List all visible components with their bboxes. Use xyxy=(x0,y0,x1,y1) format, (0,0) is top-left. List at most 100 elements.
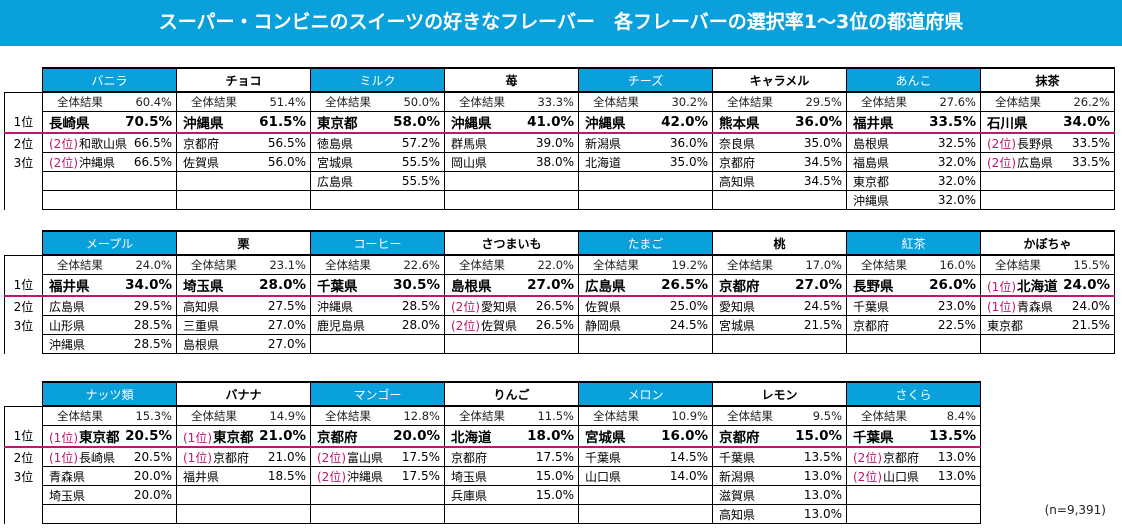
percentage-value: 25.0% xyxy=(669,299,708,313)
percentage-value: 33.5% xyxy=(1071,136,1110,150)
prefecture-name: 青森県 xyxy=(49,469,86,484)
percentage-value: 13.5% xyxy=(803,450,842,464)
prefecture-name: 山形県 xyxy=(49,318,86,333)
rank-label: 2位 xyxy=(4,296,43,316)
ranking-entry: 青森県 20.0% xyxy=(42,466,177,486)
percentage-value: 36.0% xyxy=(795,114,842,130)
ranking-entry: 長野県 26.0% xyxy=(846,274,981,297)
prefecture-name: 東京都 xyxy=(79,430,120,446)
empty-cell xyxy=(176,485,311,505)
flavor-header: 栗 xyxy=(176,230,311,256)
prefecture-name: 京都府 xyxy=(719,155,756,170)
overall-label: 全体結果 xyxy=(995,258,1041,272)
ranking-entry: 鹿児島県 28.0% xyxy=(310,315,445,335)
ranking-entry: 島根県 32.5% xyxy=(846,132,981,153)
ranking-entry: (1位)京都府 21.0% xyxy=(176,446,311,467)
tie-tag: (2位) xyxy=(853,469,882,484)
ranking-entry: 島根県 27.0% xyxy=(176,334,311,354)
prefecture-name: 京都府 xyxy=(719,430,760,446)
flavor-table-block: メープル栗コーヒー さつまいも たまご桃紅茶 かぼちゃ 全体結果 24.0% 全体結果 23.… xyxy=(4,230,1115,354)
flavor-header: たまご xyxy=(578,230,713,256)
overall-result-cell: 全体結果 12.8% xyxy=(310,405,445,426)
percentage-value: 20.0% xyxy=(133,469,172,483)
tie-tag: (1位) xyxy=(49,431,78,445)
rank-label: 3位 xyxy=(4,466,43,486)
flavor-header: コーヒー xyxy=(310,230,445,256)
percentage-value: 70.5% xyxy=(125,114,172,130)
overall-value: 33.3% xyxy=(537,95,574,109)
percentage-value: 56.5% xyxy=(267,136,306,150)
percentage-value: 26.5% xyxy=(535,318,574,332)
prefecture-name: 広島県 xyxy=(317,174,354,189)
ranking-entry: 沖縄県 41.0% xyxy=(444,111,579,134)
percentage-value: 28.5% xyxy=(401,299,440,313)
overall-result-cell: 全体結果 24.0% xyxy=(42,254,177,275)
overall-value: 19.2% xyxy=(671,258,708,272)
overall-label: 全体結果 xyxy=(57,95,103,109)
prefecture-name: 岡山県 xyxy=(451,155,488,170)
rank-label: 2位 xyxy=(4,133,43,153)
prefecture-name: 佐賀県 xyxy=(481,318,518,333)
overall-label: 全体結果 xyxy=(995,95,1041,109)
ranking-entry: 京都府 56.5% xyxy=(176,132,311,153)
overall-label: 全体結果 xyxy=(57,409,103,423)
prefecture-name: 京都府 xyxy=(317,430,358,446)
flavor-table-block: バニラ チョコ ミルク苺チーズ キャラメル あんこ 抹茶 全体結果 60.4% 全体結果 51.4… xyxy=(4,67,1115,210)
prefecture-name: 徳島県 xyxy=(317,136,354,151)
flavor-header: 桃 xyxy=(712,230,847,256)
ranking-entry: (1位)青森県 24.0% xyxy=(980,295,1115,316)
percentage-value: 34.5% xyxy=(803,174,842,188)
prefecture-name: 島根県 xyxy=(451,279,492,295)
ranking-entry: 宮城県 21.5% xyxy=(712,315,847,335)
prefecture-name: 沖縄県 xyxy=(183,116,224,132)
percentage-value: 41.0% xyxy=(527,114,574,130)
prefecture-name: 沖縄県 xyxy=(347,469,384,484)
percentage-value: 22.5% xyxy=(937,318,976,332)
empty-cell xyxy=(310,485,445,505)
prefecture-name: 京都府 xyxy=(853,318,890,333)
overall-result-cell: 全体結果 23.1% xyxy=(176,254,311,275)
overall-label: 全体結果 xyxy=(325,409,371,423)
ranking-entry: 京都府 20.0% xyxy=(310,425,445,448)
ranking-entry: (1位)北海道 24.0% xyxy=(980,274,1115,297)
ranking-entry: 京都府 17.5% xyxy=(444,446,579,467)
percentage-value: 27.0% xyxy=(267,318,306,332)
prefecture-name: 沖縄県 xyxy=(451,116,492,132)
ranking-entry: 群馬県 39.0% xyxy=(444,132,579,153)
prefecture-name: 北海道 xyxy=(1017,279,1058,295)
flavor-header: レモン xyxy=(712,381,847,407)
ranking-entry: 京都府 27.0% xyxy=(712,274,847,297)
overall-result-cell: 全体結果 51.4% xyxy=(176,91,311,112)
percentage-value: 15.0% xyxy=(535,469,574,483)
percentage-value: 55.5% xyxy=(401,174,440,188)
ranking-entry: 静岡県 24.5% xyxy=(578,315,713,335)
tie-tag: (2位) xyxy=(451,318,480,333)
ranking-entry: 沖縄県 28.5% xyxy=(42,334,177,354)
overall-value: 23.1% xyxy=(269,258,306,272)
empty-cell xyxy=(176,504,311,524)
percentage-value: 57.2% xyxy=(401,136,440,150)
percentage-value: 13.0% xyxy=(937,450,976,464)
percentage-value: 27.0% xyxy=(795,277,842,293)
percentage-value: 61.5% xyxy=(259,114,306,130)
percentage-value: 13.0% xyxy=(937,469,976,483)
ranking-entry: 徳島県 57.2% xyxy=(310,132,445,153)
empty-cell xyxy=(444,171,579,191)
ranking-entry: 福井県 33.5% xyxy=(846,111,981,134)
percentage-value: 16.0% xyxy=(661,428,708,444)
ranking-entry: 東京都 21.5% xyxy=(980,315,1115,335)
prefecture-name: 千葉県 xyxy=(853,299,890,314)
overall-result-cell: 全体結果 19.2% xyxy=(578,254,713,275)
percentage-value: 32.5% xyxy=(937,136,976,150)
percentage-value: 32.0% xyxy=(937,174,976,188)
percentage-value: 34.0% xyxy=(1063,114,1110,130)
flavor-header: 紅茶 xyxy=(846,230,981,256)
empty-cell xyxy=(578,485,713,505)
percentage-value: 28.0% xyxy=(259,277,306,293)
prefecture-name: 沖縄県 xyxy=(853,193,890,208)
empty-cell xyxy=(176,171,311,191)
percentage-value: 39.0% xyxy=(535,136,574,150)
empty-cell xyxy=(176,190,311,210)
flavor-table-block: ナッツ類 バナナ マンゴー りんご メロン レモン さくら 全体結果 15.3% 全体結果 14.9… xyxy=(4,381,981,524)
ranking-entry: 京都府 15.0% xyxy=(712,425,847,448)
